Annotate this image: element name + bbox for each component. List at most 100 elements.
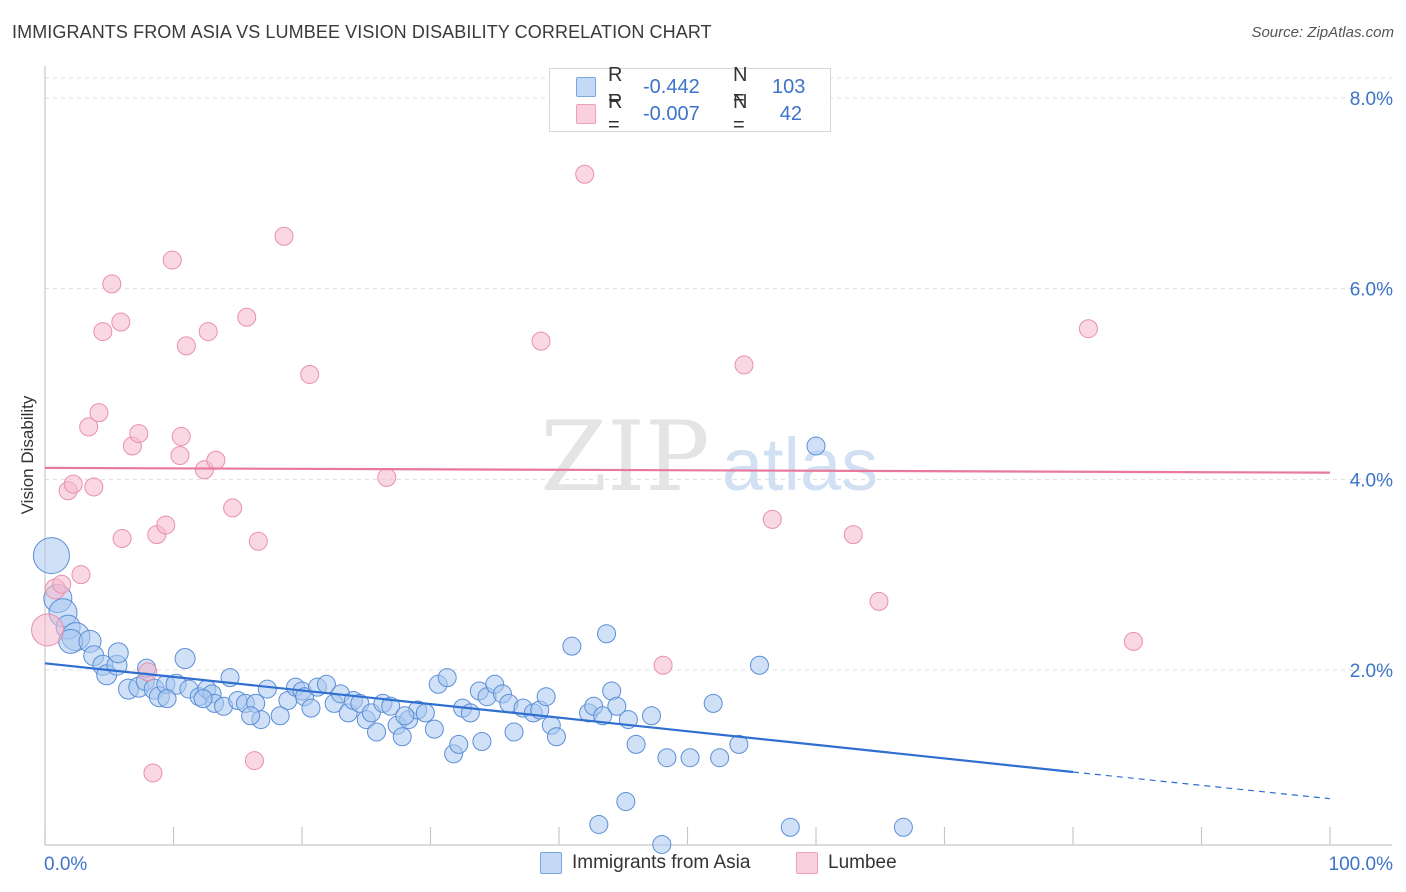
y-tick-label: 8.0% [1350,89,1393,110]
point-lumbee [93,322,113,342]
point-asia [652,834,672,854]
legend-label-asia: Immigrants from Asia [572,852,751,873]
grid-lines [45,77,1392,671]
point-asia [642,706,662,726]
x-tick-label: 0.0% [44,854,87,875]
legend-swatch-asia [576,77,596,97]
point-asia [472,732,492,751]
point-lumbee [79,417,99,437]
trend-line-asia [44,662,1074,774]
legend-n-label: N = [733,64,748,109]
point-lumbee [143,763,163,783]
point-asia [270,706,290,726]
legend-r-label: R = [608,64,623,109]
point-asia [626,734,646,754]
legend-swatch-asia [540,852,562,874]
point-asia [257,679,277,699]
point-lumbee [63,474,83,494]
point-lumbee [112,528,132,548]
point-asia [680,748,700,768]
point-lumbee [138,662,158,682]
point-lumbee [156,515,176,535]
point-asia [415,703,435,723]
point-lumbee [89,403,109,423]
point-asia [424,719,444,739]
point-lumbee [52,574,72,594]
point-lumbee [248,531,268,551]
point-lumbee [237,307,257,327]
point-lumbee [84,477,104,497]
legend-r-label: R = [608,91,623,136]
point-asia [703,693,723,713]
point-asia [806,436,826,456]
watermark-zip: ZIP [540,401,709,513]
watermark-atlas: atlas [722,423,878,506]
point-lumbee [102,274,122,294]
legend-r-value: -0.007 [643,102,700,125]
point-lumbee [1078,319,1098,339]
point-lumbee [71,565,91,585]
legend-n-label: N = [733,91,748,136]
y-tick-label: 6.0% [1350,280,1393,301]
series-legend: Immigrants from Asia Lumbee [0,852,1406,878]
source-credit: Source: ZipAtlas.com [1251,24,1394,41]
point-lumbee [171,426,191,446]
x-tick-label: 100.0% [1329,854,1394,875]
point-lumbee [223,498,243,518]
point-lumbee [170,446,190,465]
point-lumbee [843,525,863,545]
point-asia [157,689,177,709]
y-tick-label: 4.0% [1350,470,1393,491]
series-immigrants-from-asia [32,436,913,854]
legend-n-value: 42 [779,102,802,125]
point-lumbee [111,312,131,332]
point-asia [780,817,800,837]
point-asia [449,734,469,754]
point-lumbee [531,331,551,351]
point-lumbee [377,467,397,487]
point-asia [241,706,261,726]
point-lumbee [31,613,65,647]
point-lumbee [762,509,782,529]
point-lumbee [300,364,320,384]
point-lumbee [198,322,218,342]
point-asia [657,748,677,768]
point-lumbee [1123,631,1143,651]
trend-line-asia-extension [1072,771,1331,800]
y-tick-label: 2.0% [1350,661,1393,682]
point-asia [395,706,415,726]
point-asia [174,648,196,670]
point-asia [392,727,412,747]
series-lumbee [31,164,1143,783]
point-lumbee [206,450,226,470]
point-lumbee [129,424,149,444]
point-lumbee [162,250,182,270]
point-lumbee [176,336,196,356]
point-asia [437,668,457,688]
point-asia [381,696,401,716]
legend-swatch-lumbee [796,852,818,874]
axes [44,66,1392,846]
point-asia [193,689,213,709]
point-lumbee [274,226,294,246]
point-lumbee [869,591,889,611]
point-asia [607,696,627,716]
point-asia [893,817,913,837]
chart-title: IMMIGRANTS FROM ASIA VS LUMBEE VISION DI… [12,22,712,42]
point-asia [504,722,524,742]
point-asia [301,698,321,718]
legend-r-value: -0.442 [643,75,700,98]
legend-item-lumbee[interactable]: Lumbee [796,852,897,874]
point-asia [593,706,613,726]
watermark: ZIP atlas [540,401,878,513]
legend-item-asia[interactable]: Immigrants from Asia [540,852,750,874]
point-lumbee [653,655,673,675]
tick-labels: 2.0% 4.0% 6.0% 8.0% 0.0% 100.0% [44,89,1393,875]
point-lumbee [734,355,754,375]
trend-lines [44,466,1331,800]
legend-label-lumbee: Lumbee [828,852,897,873]
point-asia [367,722,387,742]
point-asia [616,792,636,812]
point-lumbee [244,751,264,771]
